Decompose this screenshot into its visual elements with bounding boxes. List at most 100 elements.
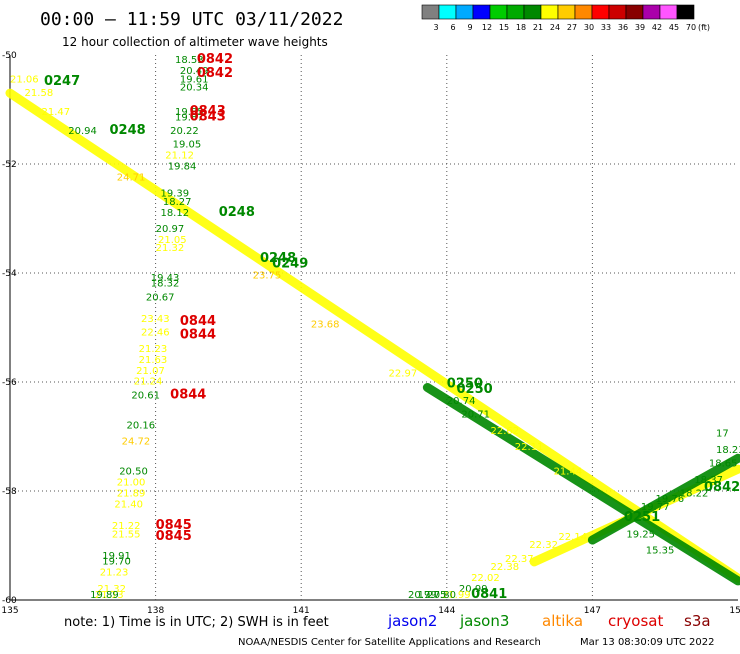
pass-times: 0842084208430843084408440844084508450247… <box>44 52 740 602</box>
colorbar-label: 36 <box>618 23 628 32</box>
pass-time-label: 0843 <box>190 109 226 124</box>
pass-time-label: 0251 <box>624 510 660 525</box>
swh-value-label: 21.47 <box>42 107 71 118</box>
colorbar-swatch <box>608 4 627 20</box>
swh-value-label: 22.11 <box>515 442 544 453</box>
pass-time-label: 0845 <box>156 518 192 533</box>
colorbar-swatch <box>591 4 610 20</box>
colorbar-swatch <box>506 4 525 20</box>
legend-jason3: jason3 <box>459 612 509 630</box>
x-tick-label: 135 <box>1 606 18 616</box>
y-tick-label: -56 <box>2 378 17 388</box>
pass-time-label: 0248 <box>109 123 145 138</box>
ground-track <box>422 382 740 586</box>
colorbar-swatch <box>455 4 474 20</box>
swh-value-label: 21.58 <box>25 88 54 99</box>
swh-value-label: 20.97 <box>156 224 185 235</box>
legend-jason2: jason2 <box>387 612 437 630</box>
swh-value-label: 19.84 <box>168 161 197 172</box>
swh-value-label: 19.89 <box>90 590 119 601</box>
y-tick-label: -52 <box>2 160 17 170</box>
colorbar-swatch <box>659 4 678 20</box>
pass-time-label: 0843 <box>190 104 226 119</box>
swh-value-label: 19.76 <box>655 494 684 505</box>
swh-value-label: 21.13 <box>95 590 124 601</box>
swh-value-label: 19.87 <box>175 112 204 123</box>
swh-value-label: 19.43 <box>151 273 180 284</box>
plot-frame <box>9 55 738 601</box>
swh-value-label: 21.24 <box>134 377 163 388</box>
swh-value-label: 19.91 <box>102 551 131 562</box>
swh-value-label: 23.68 <box>311 320 340 331</box>
colorbar-swatch <box>642 4 661 20</box>
generated-timestamp: Mar 13 08:30:09 UTC 2022 <box>580 637 715 648</box>
swh-value-label: 20.16 <box>126 420 155 431</box>
colorbar-label: 9 <box>467 23 472 32</box>
swh-value-label: 21.32 <box>97 584 126 595</box>
swh-value-label: 18.12 <box>160 208 189 219</box>
grid <box>10 55 738 600</box>
colorbar-label: 18 <box>516 23 526 32</box>
x-tick-label: 147 <box>584 606 601 616</box>
swh-value-label: 18.65 <box>709 458 738 469</box>
pass-time-label: 0844 <box>170 387 206 402</box>
swh-value-label: 21.63 <box>139 355 168 366</box>
swh-value-label: 21.55 <box>112 529 141 540</box>
swh-value-label: 19.77 <box>641 502 670 513</box>
swh-value-label: 21.22 <box>112 521 141 532</box>
colorbar-swatch <box>625 4 644 20</box>
pass-time-label: 0247 <box>44 74 80 89</box>
x-tick-label: 138 <box>147 606 164 616</box>
swh-value-label: 20.22 <box>170 126 199 137</box>
colorbar-label: 30 <box>584 23 594 32</box>
swh-value-label: 19.85 <box>175 107 204 118</box>
colorbar-label: 21 <box>533 23 543 32</box>
colorbar-swatch <box>472 4 491 20</box>
swh-value-label: 22.38 <box>490 562 519 573</box>
pass-time-label: 0844 <box>180 327 216 342</box>
pass-time-label: 0842 <box>704 480 740 495</box>
colorbar: 3 6 9 12 15 18 21 24 27 30 33 36 39 42 45 70 (ft) <box>421 4 710 32</box>
colorbar-label: 70 <box>686 23 696 32</box>
swh-value-label: 19.39 <box>160 189 189 200</box>
swh-value-label: 22.32 <box>529 540 558 551</box>
colorbar-label: 24 <box>550 23 560 32</box>
swh-value-label: 19.25 <box>626 529 655 540</box>
legend-altika: altika <box>542 612 583 630</box>
colorbar-label: 6 <box>450 23 455 32</box>
swh-value-label: 21.23 <box>139 344 168 355</box>
swh-value-label: 23.43 <box>141 314 170 325</box>
x-tick-label: 150 <box>729 606 740 616</box>
swh-value-label: 22.14 <box>558 532 587 543</box>
colorbar-unit: (ft) <box>698 23 710 32</box>
swh-value-label: 17 <box>716 429 729 440</box>
credit-text: NOAA/NESDIS Center for Satellite Applica… <box>238 637 541 648</box>
chart-subtitle: 12 hour collection of altimeter wave hei… <box>62 35 328 49</box>
swh-value-label: 22.46 <box>141 328 170 339</box>
swh-value-label: 20.34 <box>180 82 209 93</box>
swh-value-label: 22.37 <box>505 554 534 565</box>
swh-value-label: 22.02 <box>471 573 500 584</box>
swh-value-label: 15.35 <box>646 546 675 557</box>
swh-value-label: 24.71 <box>117 172 146 183</box>
pass-time-label: 0841 <box>471 587 507 602</box>
satellite-legend: jason2 jason3 altika cryosat s3a <box>387 612 711 630</box>
colorbar-label: 12 <box>482 23 492 32</box>
colorbar-swatch <box>489 4 508 20</box>
swh-value-label: 20.94 <box>68 126 97 137</box>
swh-value-label: 19.75 <box>418 590 447 601</box>
pass-time-label: 0844 <box>180 314 216 329</box>
swh-value-label: 24.72 <box>122 437 151 448</box>
swh-value-label: 21.44 <box>554 467 583 478</box>
pass-time-label: 0842 <box>197 52 233 67</box>
pass-time-label: 0250 <box>457 382 493 397</box>
pass-time-label: 0845 <box>156 529 192 544</box>
swh-value-label: 21.05 <box>158 235 187 246</box>
swh-value-label: 21.89 <box>117 488 146 499</box>
swh-value-label: 18.27 <box>163 197 192 208</box>
colorbar-label: 27 <box>567 23 577 32</box>
colorbar-swatch <box>438 4 457 20</box>
x-tick-label: 144 <box>438 606 455 616</box>
colorbar-swatch <box>574 4 593 20</box>
swh-value-label: 20.49 <box>180 66 209 77</box>
